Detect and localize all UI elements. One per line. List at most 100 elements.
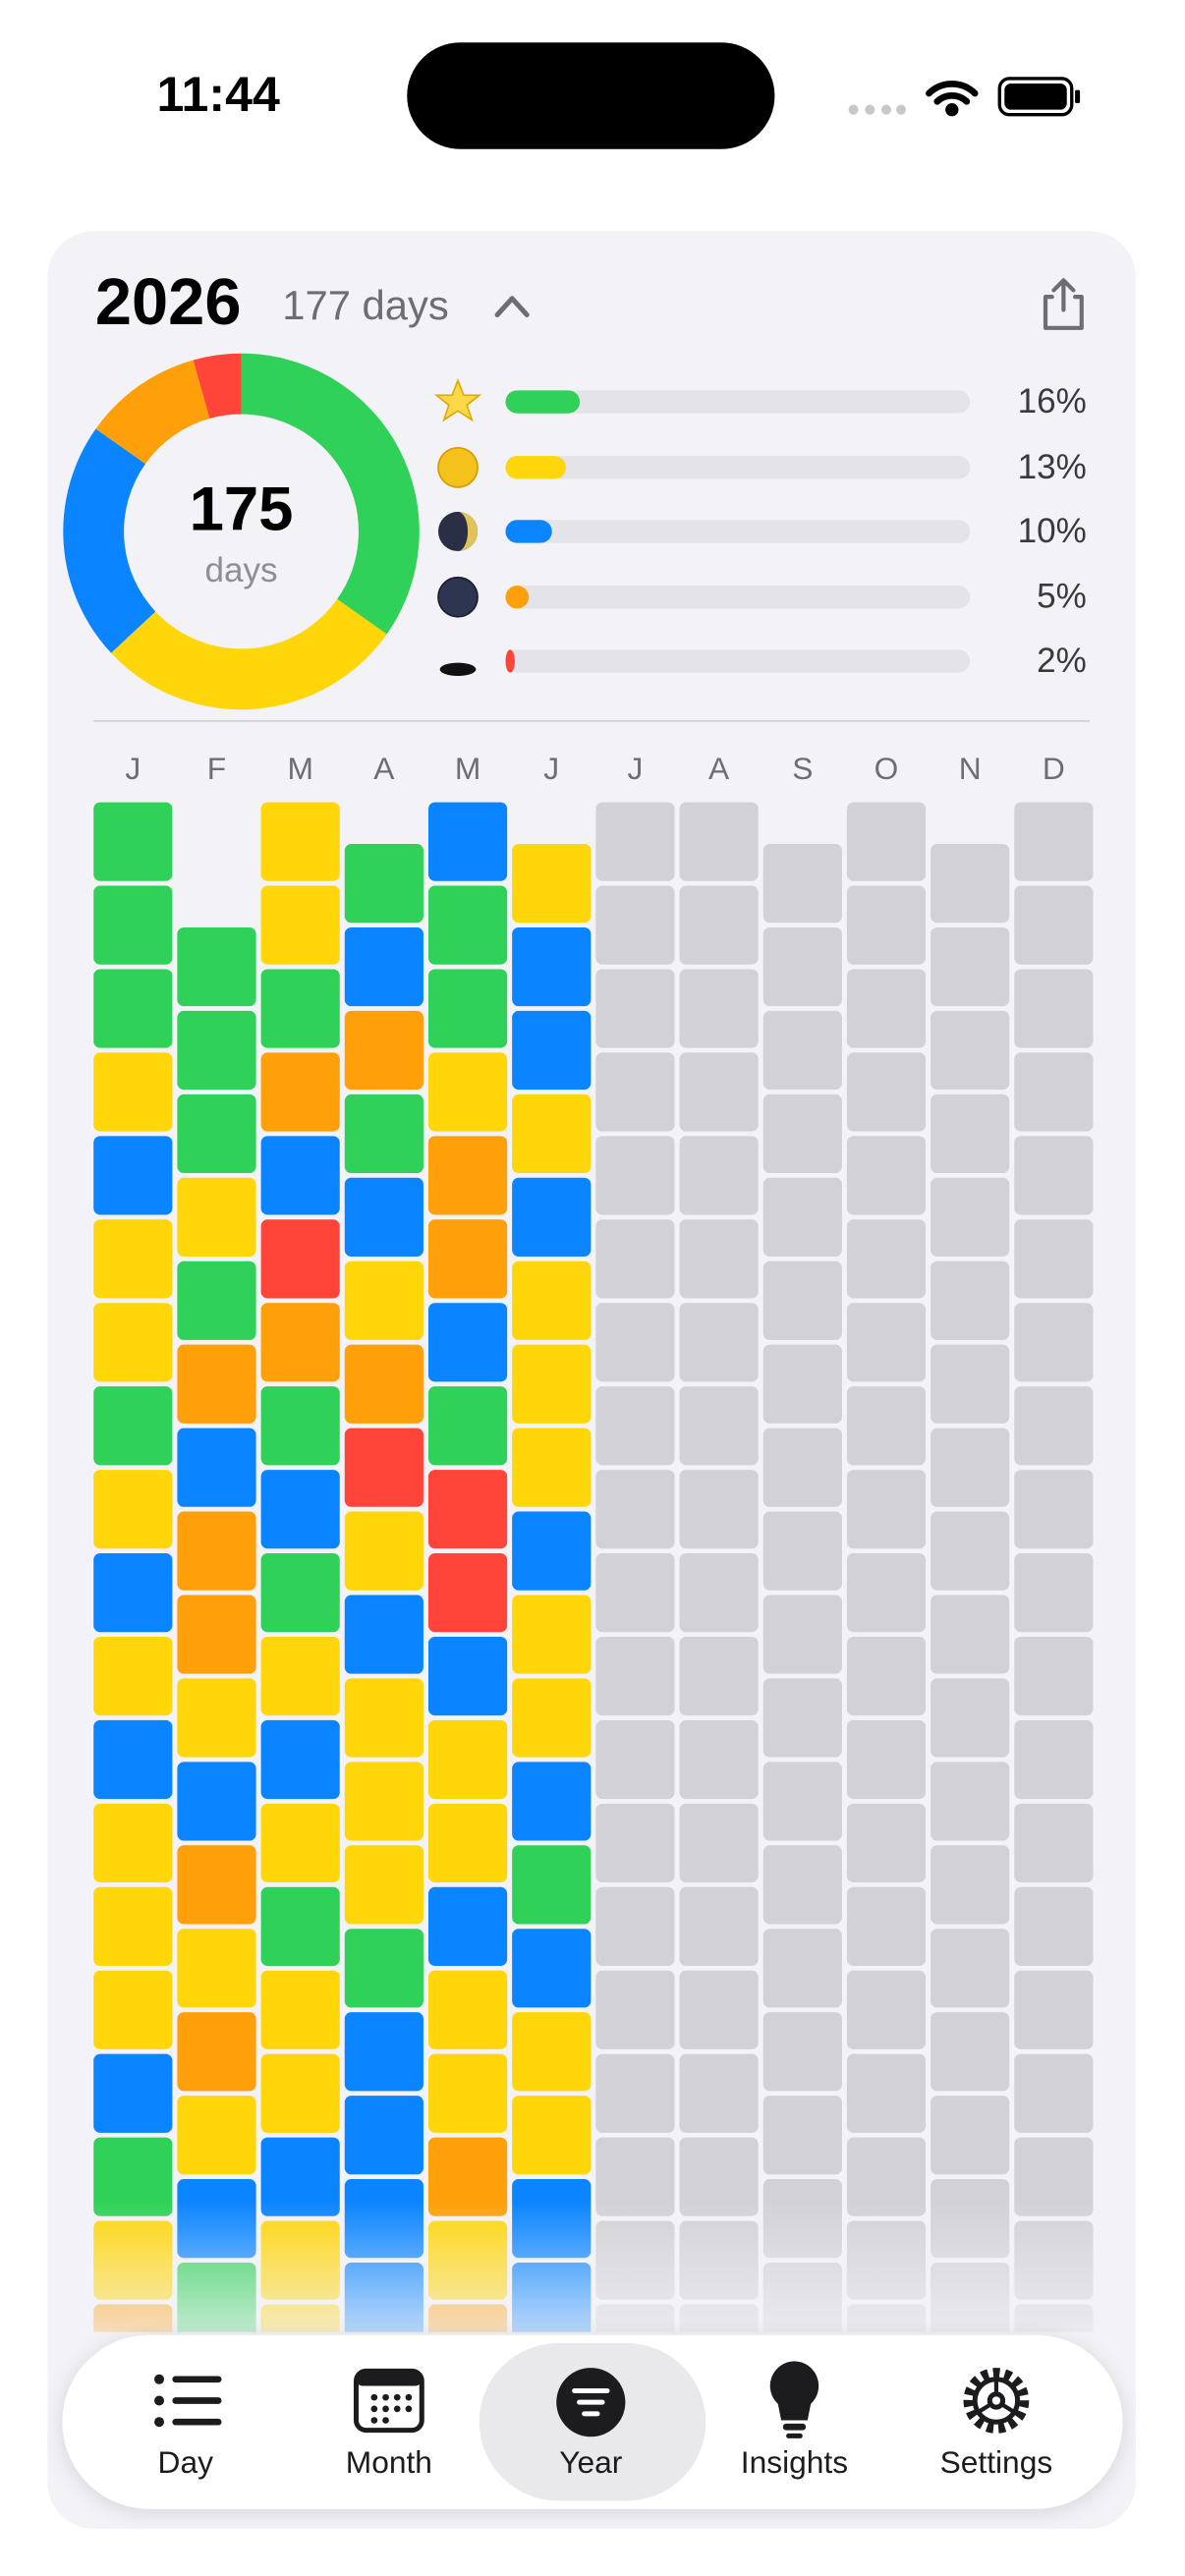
empty-day-cell [762, 1093, 842, 1174]
tab-label[interactable]: Day [158, 2444, 214, 2480]
mood-track [505, 586, 971, 609]
month-label: A [708, 751, 730, 786]
empty-day-cell [846, 1470, 927, 1549]
tab-label[interactable]: Insights [741, 2444, 848, 2480]
day-cell [427, 1970, 508, 2049]
mood-percent: 16% [1018, 382, 1087, 420]
day-cell [512, 1344, 592, 1424]
empty-day-cell [1014, 1803, 1094, 1883]
empty-day-cell [679, 1219, 759, 1299]
empty-day-cell [846, 1553, 927, 1633]
empty-day-cell [762, 1260, 842, 1340]
empty-day-cell [762, 1428, 842, 1507]
day-cell [344, 1762, 423, 1841]
empty-day-cell [1014, 1386, 1094, 1466]
empty-day-cell [679, 1970, 759, 2049]
day-cell [93, 1386, 173, 1466]
day-cell [512, 1428, 592, 1507]
mood-percent: 13% [1018, 448, 1087, 486]
empty-day-cell [931, 1093, 1010, 1174]
day-cell [427, 1803, 508, 1883]
empty-day-cell [931, 1678, 1010, 1758]
day-cell [427, 1719, 508, 1800]
empty-day-cell [1014, 1470, 1094, 1549]
year-grid [93, 802, 1094, 2332]
day-cell [427, 1636, 508, 1716]
day-cell [93, 1636, 173, 1716]
empty-day-cell [1014, 802, 1094, 881]
day-cell [344, 2012, 423, 2092]
day-cell [427, 969, 508, 1048]
wifi-icon [926, 81, 979, 117]
day-cell [177, 1428, 256, 1507]
day-cell [177, 1929, 256, 2008]
tab-label[interactable]: Month [346, 2444, 432, 2480]
empty-day-cell [595, 1719, 675, 1800]
empty-day-cell [931, 1511, 1010, 1591]
empty-day-cell [1014, 1970, 1094, 2049]
empty-day-cell [762, 1511, 842, 1591]
day-cell [344, 1093, 423, 1174]
empty-day-cell [1014, 1136, 1094, 1215]
day-cell [512, 1093, 592, 1174]
empty-day-cell [679, 1886, 759, 1966]
empty-day-cell [679, 1136, 759, 1215]
day-cell [427, 1386, 508, 1466]
empty-day-cell [931, 1428, 1010, 1507]
day-cell [93, 1803, 173, 1883]
mood-bar [505, 456, 566, 479]
empty-day-cell [679, 2137, 759, 2216]
day-cell [427, 1470, 508, 1549]
mood-bar [505, 520, 552, 543]
tab-label[interactable]: Year [559, 2444, 623, 2480]
empty-day-cell [762, 2096, 842, 2175]
empty-day-cell [679, 885, 759, 965]
donut-segment [193, 353, 243, 420]
empty-day-cell [846, 2053, 927, 2133]
mood-track [505, 520, 971, 543]
empty-day-cell [595, 1136, 675, 1215]
day-cell [344, 2096, 423, 2175]
mood-percent: 2% [1037, 642, 1087, 680]
status-time: 11:44 [156, 67, 280, 122]
collapse-chevron[interactable] [494, 296, 530, 317]
day-cell [260, 1303, 340, 1382]
day-cell [260, 1136, 340, 1215]
month-label: A [373, 751, 395, 786]
day-cell [260, 1052, 340, 1132]
tab-label[interactable]: Settings [940, 2444, 1053, 2480]
day-cell [512, 1010, 592, 1091]
day-cell [93, 1553, 173, 1633]
mood-track [505, 390, 971, 414]
day-cell [260, 2053, 340, 2133]
day-cell [93, 1136, 173, 1215]
day-count: 177 days [282, 282, 448, 328]
empty-day-cell [679, 1803, 759, 1883]
empty-day-cell [679, 1386, 759, 1466]
empty-day-cell [595, 1219, 675, 1299]
day-cell [93, 1886, 173, 1966]
empty-day-cell [1014, 1052, 1094, 1132]
day-cell [427, 1886, 508, 1966]
empty-day-cell [679, 969, 759, 1048]
day-cell [260, 885, 340, 965]
empty-day-cell [931, 1595, 1010, 1674]
day-cell [260, 1386, 340, 1466]
day-cell [260, 2137, 340, 2216]
donut-segment [240, 353, 420, 635]
empty-day-cell [679, 1553, 759, 1633]
day-cell [93, 2137, 173, 2216]
empty-day-cell [846, 1803, 927, 1883]
month-label: S [792, 751, 813, 786]
day-cell [260, 802, 340, 881]
share-button[interactable] [1043, 278, 1084, 330]
day-cell [260, 1553, 340, 1633]
mood-percent: 5% [1037, 578, 1087, 616]
empty-day-cell [931, 926, 1010, 1007]
dynamic-island [407, 42, 775, 149]
signal-dots [848, 104, 907, 115]
empty-day-cell [846, 1636, 927, 1716]
month-label: D [1043, 751, 1065, 786]
month-label: M [455, 751, 480, 786]
